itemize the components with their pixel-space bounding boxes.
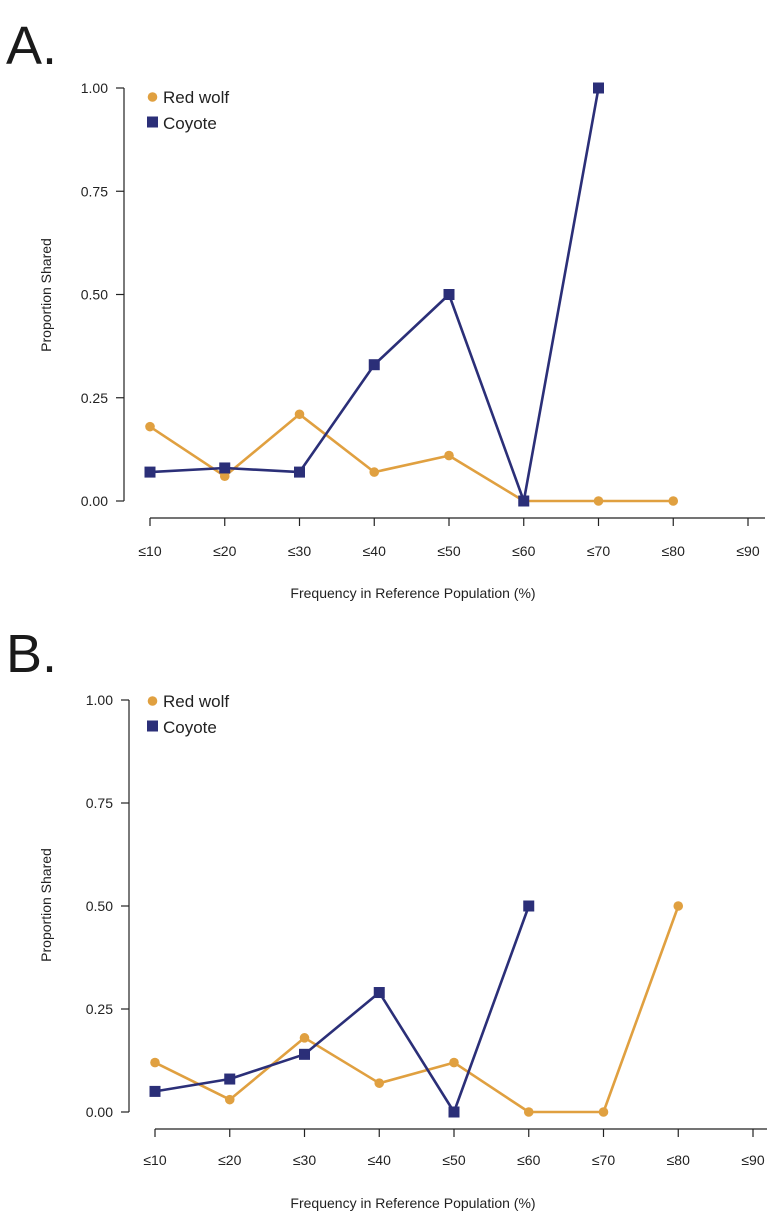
chart-panel-b: B. Frequency in Reference Population (%)… xyxy=(0,608,769,1216)
point-coyote-b-1 xyxy=(224,1073,236,1085)
y-tick-label-a-1: 0.25 xyxy=(81,390,108,406)
legend-label-coyote-b: Coyote xyxy=(163,718,217,737)
point-red-wolf-a-4 xyxy=(444,450,454,461)
x-tick-label-b-6: ≤70 xyxy=(592,1152,615,1168)
panel-label-a: A. xyxy=(6,16,57,76)
series-line-red-wolf-a xyxy=(149,413,674,503)
point-coyote-b-2 xyxy=(299,1048,310,1060)
point-coyote-a-0 xyxy=(144,466,156,478)
x-axis-title-a: Frequency in Reference Population (%) xyxy=(290,585,535,601)
point-red-wolf-b-7 xyxy=(673,901,684,911)
x-tick-label-b-3: ≤40 xyxy=(368,1152,391,1168)
x-tick-label-a-4: ≤50 xyxy=(437,543,460,559)
y-tick-label-a-2: 0.50 xyxy=(81,287,108,303)
point-coyote-b-4 xyxy=(448,1106,460,1118)
x-axis-title-b: Frequency in Reference Population (%) xyxy=(290,1195,535,1211)
point-red-wolf-a-3 xyxy=(369,467,380,477)
point-red-wolf-b-2 xyxy=(299,1033,310,1043)
x-tick-label-a-0: ≤10 xyxy=(138,543,161,559)
y-tick-label-b-3: 0.75 xyxy=(86,795,113,811)
point-red-wolf-a-2 xyxy=(294,409,305,420)
legend-marker-coyote-a xyxy=(147,116,158,128)
x-tick-label-a-7: ≤80 xyxy=(662,543,685,559)
point-red-wolf-a-7 xyxy=(668,496,679,506)
chart-a-svg: A. Frequency in Reference Population (%)… xyxy=(6,16,765,601)
y-tick-label-a-3: 0.75 xyxy=(81,183,108,199)
y-tick-label-b-0: 0.00 xyxy=(86,1104,113,1120)
x-tick-label-a-2: ≤30 xyxy=(288,543,311,559)
y-tick-label-b-4: 1.00 xyxy=(86,692,113,708)
point-coyote-a-5 xyxy=(518,495,530,507)
y-tick-label-b-2: 0.50 xyxy=(86,898,113,914)
x-tick-label-a-5: ≤60 xyxy=(512,543,535,559)
point-coyote-a-1 xyxy=(219,462,231,474)
x-tick-label-b-0: ≤10 xyxy=(143,1152,166,1168)
x-tick-label-b-1: ≤20 xyxy=(218,1152,241,1168)
x-tick-label-a-6: ≤70 xyxy=(587,543,610,559)
panel-label-b: B. xyxy=(6,624,57,684)
point-coyote-a-2 xyxy=(294,466,305,478)
x-tick-label-b-5: ≤60 xyxy=(517,1152,540,1168)
x-tick-label-a-3: ≤40 xyxy=(363,543,386,559)
y-tick-label-a-0: 0.00 xyxy=(81,493,108,509)
legend-marker-coyote-b xyxy=(147,720,158,732)
legend-marker-red-wolf-b xyxy=(147,696,158,706)
point-red-wolf-b-1 xyxy=(224,1094,235,1105)
point-coyote-b-0 xyxy=(149,1085,161,1097)
series-line-red-wolf-b xyxy=(154,905,680,1114)
point-red-wolf-a-0 xyxy=(145,421,155,432)
point-red-wolf-b-3 xyxy=(374,1078,385,1088)
chart-b-svg: B. Frequency in Reference Population (%)… xyxy=(6,624,767,1211)
series-line-coyote-a xyxy=(149,87,600,503)
point-coyote-a-4 xyxy=(443,289,455,300)
legend-marker-red-wolf-a xyxy=(147,92,158,102)
point-red-wolf-b-4 xyxy=(449,1057,459,1068)
legend-label-coyote-a: Coyote xyxy=(163,114,217,133)
x-tick-label-b-4: ≤50 xyxy=(442,1152,465,1168)
legend-a: Red wolf Coyote xyxy=(163,88,229,133)
x-tick-label-b-8: ≤90 xyxy=(741,1152,764,1168)
point-red-wolf-a-1 xyxy=(219,471,230,482)
point-red-wolf-a-6 xyxy=(593,496,604,506)
y-axis-title-a: Proportion Shared xyxy=(38,238,54,352)
chart-panel-a: A. Frequency in Reference Population (%)… xyxy=(6,16,765,601)
legend-b: Red wolf Coyote xyxy=(163,692,229,737)
y-tick-label-b-1: 0.25 xyxy=(86,1001,113,1017)
point-coyote-a-3 xyxy=(368,359,380,371)
point-red-wolf-b-5 xyxy=(523,1107,534,1117)
point-red-wolf-b-6 xyxy=(598,1107,609,1117)
x-tick-label-b-7: ≤80 xyxy=(667,1152,690,1168)
point-coyote-b-3 xyxy=(373,987,385,999)
point-coyote-a-6 xyxy=(593,82,604,94)
y-axis-title-b: Proportion Shared xyxy=(38,848,54,962)
point-coyote-b-5 xyxy=(523,900,535,912)
x-tick-label-a-1: ≤20 xyxy=(213,543,236,559)
y-tick-label-a-4: 1.00 xyxy=(81,80,108,96)
legend-label-red-wolf-b: Red wolf xyxy=(163,692,229,711)
point-red-wolf-b-0 xyxy=(150,1057,160,1068)
legend-label-red-wolf-a: Red wolf xyxy=(163,88,229,107)
x-tick-label-a-8: ≤90 xyxy=(736,543,759,559)
series-line-coyote-b xyxy=(154,905,531,1114)
x-tick-label-b-2: ≤30 xyxy=(293,1152,316,1168)
